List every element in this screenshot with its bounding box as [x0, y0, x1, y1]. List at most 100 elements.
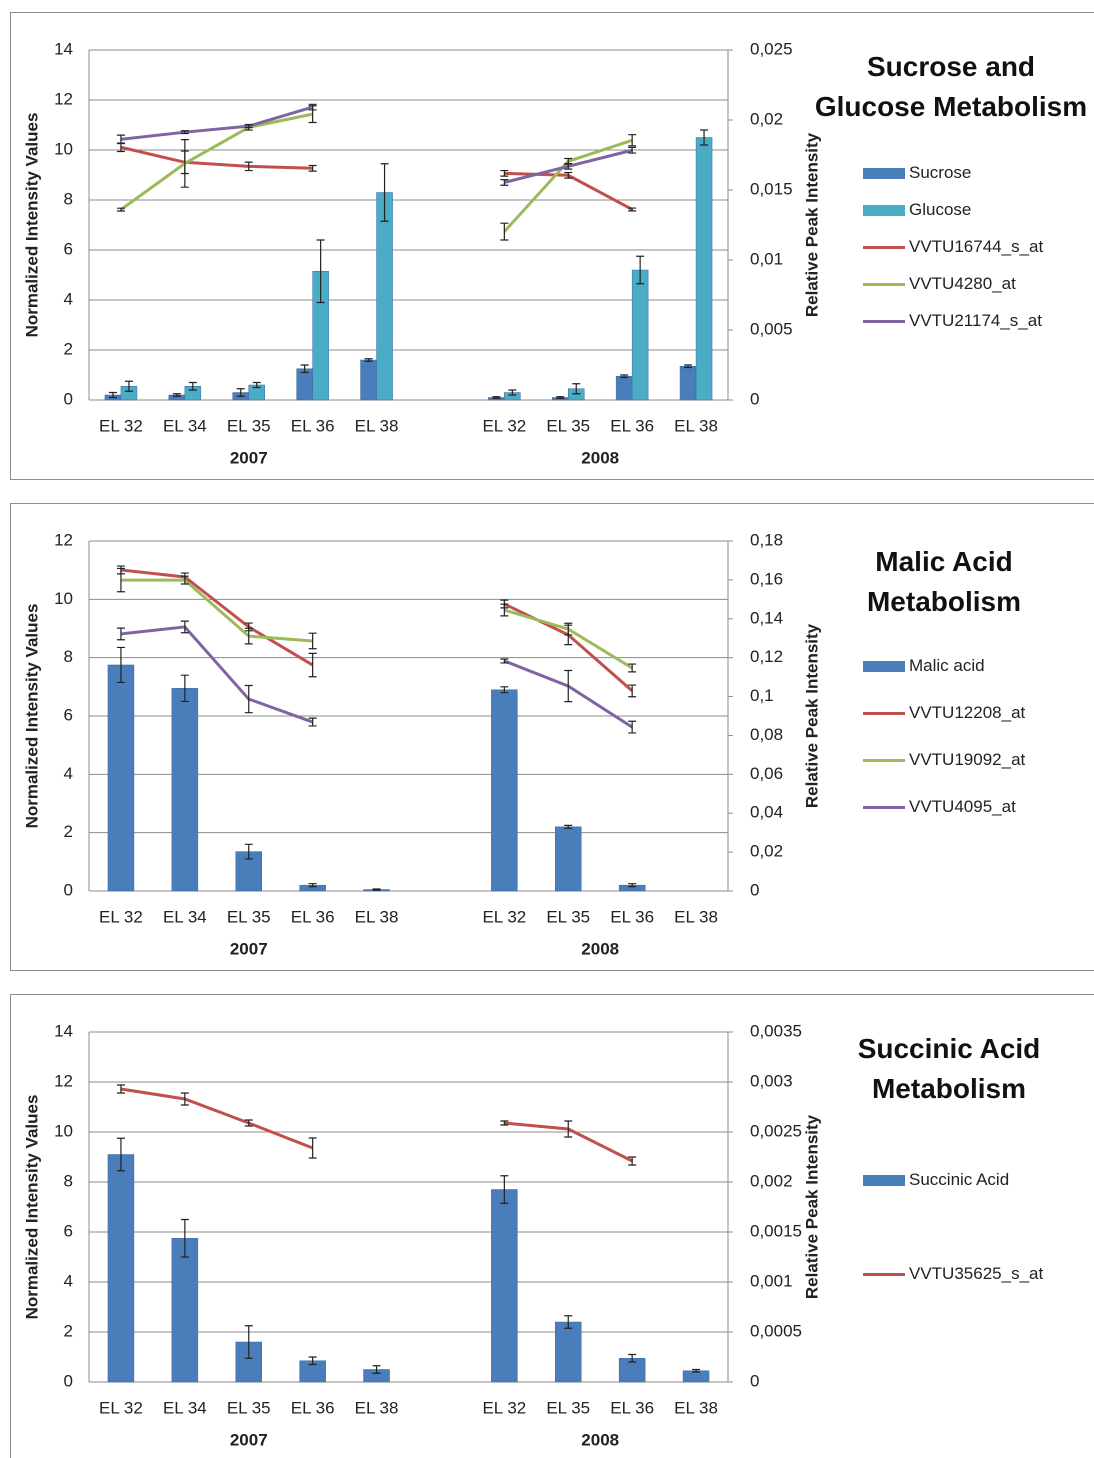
y2-axis-title: Relative Peak Intensity	[802, 1114, 821, 1299]
error-bar	[628, 883, 637, 888]
legend-label: VVTU4280_at	[909, 274, 1016, 293]
error-bar	[188, 381, 197, 391]
y2-tick-label: 0,015	[750, 179, 793, 198]
error-bar	[636, 255, 645, 285]
legend-item: Succinic Acid	[863, 1170, 1043, 1190]
error-bar-line	[300, 364, 309, 374]
error-bar	[500, 169, 509, 177]
error-bar-line	[564, 622, 573, 636]
y2-tick-label: 0	[750, 389, 759, 408]
error-bar	[308, 632, 317, 650]
legend-item: VVTU21174_s_at	[863, 311, 1043, 331]
error-bar	[628, 720, 637, 734]
error-bar	[244, 1325, 253, 1359]
error-bar	[116, 1084, 125, 1094]
legend-swatch	[863, 245, 905, 249]
bar	[107, 1154, 135, 1383]
legend-swatch	[863, 1174, 905, 1186]
y-tick-label: 10	[54, 1121, 73, 1140]
legend-item: VVTU19092_at	[863, 750, 1025, 770]
x-tick-label: EL 35	[227, 416, 271, 435]
legend-swatch	[863, 758, 905, 762]
error-bar-line	[116, 567, 125, 593]
legend-label: VVTU35625_s_at	[909, 1264, 1044, 1283]
chart-panel: 0 2 4 6 8 10 12 14 0 0,0005 0,001 0,0015 0,002 0,0025…	[10, 994, 1094, 1458]
legend-label: VVTU16744_s_at	[909, 237, 1044, 256]
y2-tick-label: 0,025	[750, 39, 793, 58]
error-bar	[684, 364, 693, 369]
error-bar-line	[180, 1092, 189, 1106]
error-bar	[500, 658, 509, 664]
error-bar-line	[116, 134, 125, 145]
y2-tick-label: 0	[750, 880, 759, 899]
y-tick-label: 6	[64, 1221, 73, 1240]
error-bar-line	[692, 1368, 701, 1373]
legend-item: VVTU12208_at	[863, 703, 1025, 723]
error-bar-line	[180, 1218, 189, 1258]
legend-item: VVTU16744_s_at	[863, 237, 1043, 257]
error-bar	[244, 124, 253, 129]
y2-tick-label: 0,0005	[750, 1321, 802, 1340]
legend: Sucrose Glucose VVTU16744_s_at VVTU4280_at V…	[863, 163, 1043, 331]
y2-tick-label: 0,12	[750, 647, 783, 666]
error-bar	[308, 883, 317, 888]
legend-label: VVTU19092_at	[909, 750, 1026, 769]
error-bar	[628, 663, 637, 673]
x-tick-label: EL 36	[291, 907, 335, 926]
error-bar	[628, 684, 637, 698]
error-bar-line	[628, 1156, 637, 1166]
bar	[555, 1321, 582, 1383]
error-bar-line	[380, 163, 389, 222]
error-bar	[116, 567, 125, 593]
bar	[491, 689, 518, 892]
bar	[171, 688, 199, 892]
legend-label: Malic acid	[909, 656, 985, 675]
error-bar-line	[308, 717, 317, 727]
chart: 0 2 4 6 8 10 12 14 0 0,0005 0,001 0,0015 0,002 0,0025…	[22, 1021, 821, 1449]
y-tick-label: 0	[64, 389, 73, 408]
y-tick-label: 10	[54, 139, 73, 158]
error-bar-line	[628, 720, 637, 734]
y-axis-title: Normalized Intensity Values	[22, 604, 41, 829]
y2-tick-label: 0,0035	[750, 1021, 802, 1040]
legend-swatch	[863, 660, 905, 672]
error-bar-line	[252, 381, 261, 389]
error-bar-line	[628, 146, 637, 154]
legend-swatch	[863, 805, 905, 809]
error-bar-line	[620, 374, 629, 379]
bar	[679, 366, 697, 401]
error-bar	[308, 164, 317, 172]
error-bar-line	[564, 824, 573, 829]
x-tick-label: EL 36	[291, 1398, 335, 1417]
chart-panel: 0 2 4 6 8 10 12 14 0 0,005 0,01 0,015 0,02 0,025 Norma…	[10, 12, 1094, 480]
x-tick-label: EL 35	[546, 907, 590, 926]
error-bar	[500, 1175, 509, 1204]
error-bar	[236, 388, 245, 397]
legend-item: Sucrose	[863, 163, 1043, 183]
x-tick-label: EL 38	[355, 416, 399, 435]
error-bar-line	[180, 139, 189, 188]
error-bar	[244, 161, 253, 172]
error-bar	[244, 684, 253, 714]
y-tick-label: 10	[54, 589, 73, 608]
error-bar	[180, 1092, 189, 1106]
y2-tick-label: 0,18	[750, 530, 783, 549]
y2-tick-label: 0,02	[750, 842, 783, 861]
error-bar-line	[180, 674, 189, 703]
error-bar	[244, 627, 253, 645]
legend-label: Glucose	[909, 200, 972, 219]
error-bar-line	[308, 632, 317, 650]
error-bar-line	[308, 1356, 317, 1366]
error-bar-line	[628, 663, 637, 673]
x-tick-label: EL 36	[610, 1398, 654, 1417]
error-bar	[564, 824, 573, 829]
error-bar-line	[244, 1325, 253, 1359]
error-bar-line	[372, 1365, 381, 1374]
error-bar-line	[116, 627, 125, 641]
y2-tick-label: 0,08	[750, 725, 783, 744]
error-bar-line	[124, 380, 133, 392]
error-bar	[700, 129, 709, 146]
error-bar-line	[372, 888, 381, 891]
error-bar	[244, 1119, 253, 1127]
error-bar	[244, 843, 253, 860]
